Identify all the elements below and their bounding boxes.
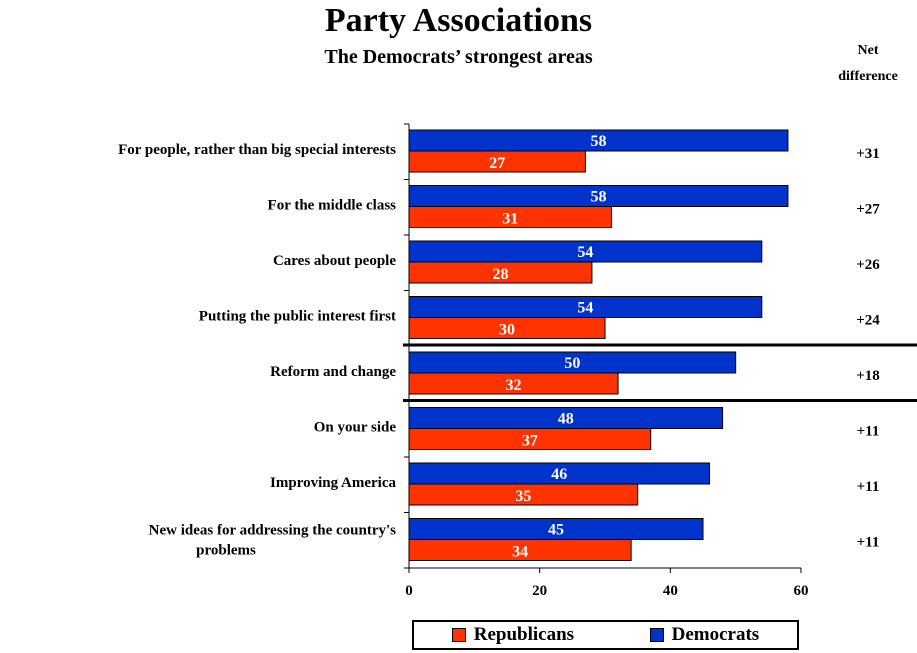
- net-difference-value: +18: [856, 368, 880, 384]
- bar-label-democrats: 54: [577, 244, 593, 261]
- bar-label-republicans: 27: [489, 155, 505, 172]
- bar-label-republicans: 34: [512, 544, 528, 561]
- bar-label-republicans: 30: [499, 322, 515, 339]
- chart-title: Party Associations: [324, 2, 593, 39]
- bar-label-democrats: 50: [564, 355, 580, 372]
- bar-label-republicans: 35: [515, 488, 531, 505]
- category-label: New ideas for addressing the country's: [149, 522, 397, 538]
- legend-swatch-democrats: [649, 628, 664, 642]
- net-header-line-2: difference: [838, 69, 898, 84]
- category-label: For people, rather than big special inte…: [118, 142, 396, 158]
- legend: Republicans Democrats: [412, 620, 799, 650]
- bar-label-democrats: 58: [590, 133, 606, 150]
- bar-label-democrats: 58: [590, 189, 606, 206]
- x-tick-label: 60: [794, 583, 809, 599]
- net-difference-value: +26: [856, 257, 880, 273]
- category-label: Improving America: [270, 475, 396, 491]
- legend-label-democrats: Democrats: [671, 624, 760, 645]
- net-difference-header: Net difference: [818, 38, 917, 90]
- bar-label-republicans: 37: [522, 433, 538, 450]
- bar-label-democrats: 45: [548, 522, 564, 539]
- category-label: Putting the public interest first: [199, 308, 396, 324]
- net-difference-value: +11: [857, 423, 880, 439]
- bar-label-republicans: 31: [502, 211, 518, 228]
- chart-subtitle: The Democrats’ strongest areas: [324, 46, 593, 68]
- bar-label-democrats: 48: [558, 411, 574, 428]
- category-label: For the middle class: [268, 197, 397, 213]
- legend-label-republicans: Republicans: [473, 624, 575, 645]
- bar-label-democrats: 54: [577, 300, 593, 317]
- net-header-line-1: Net: [857, 43, 879, 58]
- net-difference-value: +31: [856, 146, 880, 162]
- category-label: On your side: [314, 419, 397, 435]
- bar-label-republicans: 32: [506, 377, 522, 394]
- legend-item-republicans: Republicans: [451, 624, 575, 646]
- net-difference-value: +11: [857, 534, 880, 550]
- category-label: problems: [196, 542, 256, 558]
- legend-item-democrats: Democrats: [649, 624, 760, 646]
- x-tick-label: 20: [532, 583, 547, 599]
- legend-swatch-republicans: [451, 628, 466, 642]
- net-difference-value: +11: [857, 479, 880, 495]
- x-tick-label: 40: [663, 583, 678, 599]
- category-label: Reform and change: [270, 364, 396, 380]
- bar-label-republicans: 28: [492, 266, 508, 283]
- net-difference-value: +27: [856, 201, 880, 217]
- bar-label-democrats: 46: [551, 466, 567, 483]
- x-tick-label: 0: [405, 583, 413, 599]
- net-difference-value: +24: [856, 312, 880, 328]
- category-label: Cares about people: [273, 253, 396, 269]
